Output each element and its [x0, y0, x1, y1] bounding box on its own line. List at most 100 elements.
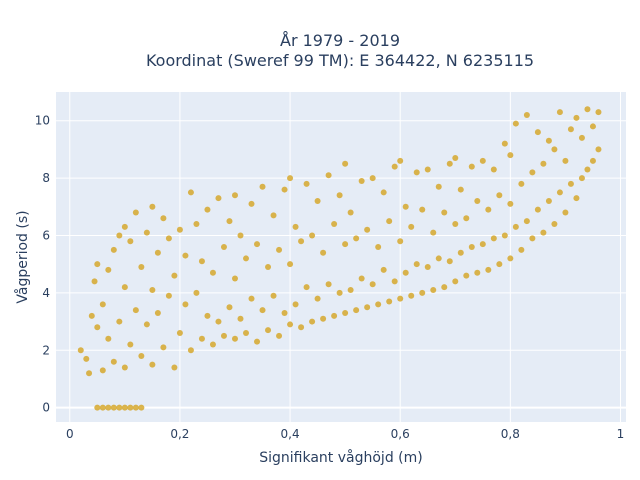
data-point [309, 232, 316, 239]
data-point [309, 318, 316, 325]
data-point [408, 292, 415, 299]
data-point [193, 221, 200, 227]
data-point [99, 301, 106, 308]
data-point [397, 295, 404, 302]
data-point [254, 338, 261, 345]
data-point [105, 266, 112, 273]
data-point [303, 284, 310, 291]
data-point [149, 203, 156, 210]
x-tick-label: 0,2 [170, 427, 189, 441]
data-point [457, 249, 464, 256]
data-point [369, 281, 376, 288]
data-point [386, 218, 393, 225]
data-point [435, 255, 442, 262]
data-points [77, 106, 602, 411]
data-point [485, 266, 492, 273]
data-point [171, 272, 178, 279]
data-point [369, 175, 376, 182]
data-point [187, 189, 194, 196]
y-tick-label: 6 [42, 228, 50, 242]
data-point [154, 249, 161, 256]
data-point [320, 315, 327, 322]
data-point [490, 166, 497, 173]
data-point [127, 238, 134, 245]
data-point [507, 152, 514, 159]
data-point [132, 209, 139, 216]
data-point [215, 195, 222, 202]
data-point [226, 304, 233, 311]
x-axis-label: Signifikant våghöjd (m) [259, 449, 422, 466]
data-point [358, 177, 365, 184]
data-point [276, 246, 283, 253]
data-point [231, 275, 238, 282]
data-point [259, 307, 266, 314]
data-point [452, 221, 459, 227]
data-point [325, 281, 332, 288]
data-point [292, 301, 299, 308]
data-point [441, 209, 448, 216]
data-point [132, 404, 139, 411]
data-point [132, 307, 139, 314]
data-point [182, 252, 189, 259]
data-point [265, 327, 272, 334]
data-point [138, 404, 145, 411]
data-point [534, 206, 541, 213]
data-point [452, 155, 459, 161]
y-tick-label: 8 [42, 171, 50, 185]
data-point [94, 261, 101, 268]
data-point [243, 255, 249, 262]
data-point [529, 235, 536, 242]
data-point [501, 140, 508, 147]
data-point [342, 160, 349, 167]
data-point [121, 404, 128, 411]
y-tick-label: 0 [42, 401, 50, 415]
data-point [116, 318, 123, 325]
data-point [430, 287, 437, 293]
data-point [397, 238, 404, 245]
data-point [556, 189, 563, 196]
data-point [534, 129, 541, 136]
y-tick-label: 10 [35, 114, 50, 128]
data-point [220, 332, 227, 339]
data-point [479, 157, 486, 164]
y-tick-label: 2 [42, 343, 50, 357]
data-point [424, 264, 431, 271]
data-point [149, 287, 156, 293]
data-point [314, 295, 321, 302]
data-point [209, 341, 216, 348]
data-point [127, 404, 134, 411]
data-point [353, 235, 360, 242]
data-point [474, 269, 481, 276]
data-point [259, 183, 266, 190]
data-point [380, 266, 387, 273]
data-point [424, 166, 431, 173]
data-point [298, 238, 305, 245]
data-point [358, 275, 365, 282]
data-point [435, 183, 442, 190]
data-point [342, 309, 349, 316]
data-point [83, 355, 90, 362]
data-point [298, 324, 305, 331]
data-point [276, 332, 283, 339]
data-point [523, 218, 530, 225]
data-point [149, 361, 156, 368]
data-point [523, 111, 530, 118]
data-point [529, 169, 536, 176]
data-point [364, 304, 371, 311]
data-point [551, 146, 558, 153]
data-point [292, 223, 299, 230]
data-point [237, 315, 244, 322]
data-point [408, 223, 415, 230]
data-point [573, 114, 580, 121]
data-point [413, 261, 420, 268]
data-point [325, 172, 332, 179]
data-point [419, 206, 426, 213]
data-point [540, 229, 547, 236]
data-point [138, 264, 145, 271]
data-point [237, 232, 244, 239]
data-point [287, 175, 294, 182]
chart-title-line1: År 1979 - 2019 [280, 31, 400, 50]
x-tick-label: 0,8 [501, 427, 520, 441]
data-point [584, 106, 591, 113]
